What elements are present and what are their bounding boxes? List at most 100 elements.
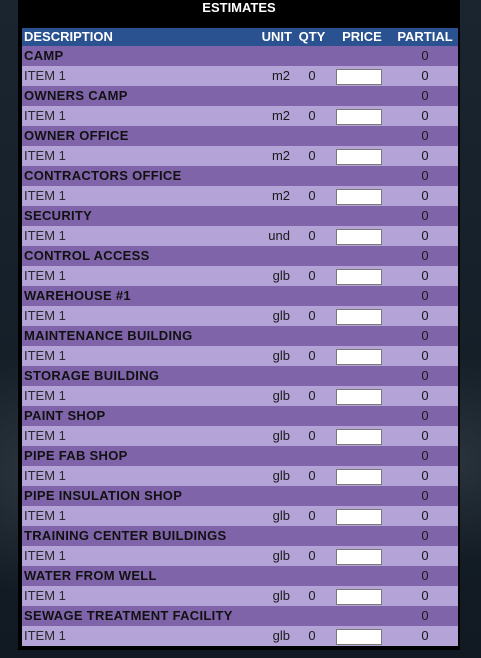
price-input[interactable] [336,428,382,445]
item-row: ITEM 1 m2 0 0 [22,186,458,206]
price-input[interactable] [336,108,382,125]
price-input[interactable] [336,308,382,325]
section-name: WAREHOUSE #1 [24,288,131,303]
item-partial: 0 [421,228,429,243]
item-partial: 0 [421,628,429,643]
item-row: ITEM 1 m2 0 0 [22,146,458,166]
section-name: CONTRACTORS OFFICE [24,168,182,183]
item-partial: 0 [421,388,429,403]
item-partial: 0 [421,148,429,163]
price-input[interactable] [336,508,382,525]
section-name: TRAINING CENTER BUILDINGS [24,528,227,543]
section-partial: 0 [421,128,429,143]
item-price-cell [332,106,392,126]
item-price-cell [332,546,392,566]
item-row: ITEM 1 glb 0 0 [22,426,458,446]
item-row: ITEM 1 glb 0 0 [22,626,458,646]
item-description: ITEM 1 [24,308,66,323]
item-partial: 0 [421,548,429,563]
section-name: SEWAGE TREATMENT FACILITY [24,608,233,623]
header-description: DESCRIPTION [24,29,113,44]
item-qty: 0 [308,308,316,323]
section-partial: 0 [421,48,429,63]
section-name: PIPE FAB SHOP [24,448,128,463]
item-description: ITEM 1 [24,628,66,643]
item-row: ITEM 1 m2 0 0 [22,106,458,126]
item-unit: m2 [271,108,290,123]
item-description: ITEM 1 [24,508,66,523]
item-unit: glb [272,548,290,563]
item-row: ITEM 1 m2 0 0 [22,66,458,86]
item-partial: 0 [421,588,429,603]
section-row: MAINTENANCE BUILDING 0 [22,326,458,346]
table-header-row: DESCRIPTION UNIT QTY PRICE PARTIAL [22,28,458,46]
item-unit: m2 [271,68,290,83]
item-unit: und [268,228,290,243]
item-qty: 0 [308,628,316,643]
price-input[interactable] [336,628,382,645]
item-description: ITEM 1 [24,388,66,403]
item-description: ITEM 1 [24,108,66,123]
item-row: ITEM 1 und 0 0 [22,226,458,246]
section-row: TRAINING CENTER BUILDINGS 0 [22,526,458,546]
item-price-cell [332,306,392,326]
section-partial: 0 [421,328,429,343]
price-input[interactable] [336,268,382,285]
item-unit: glb [272,308,290,323]
section-row: CONTRACTORS OFFICE 0 [22,166,458,186]
section-name: MAINTENANCE BUILDING [24,328,193,343]
item-row: ITEM 1 glb 0 0 [22,546,458,566]
item-qty: 0 [308,148,316,163]
section-row: SEWAGE TREATMENT FACILITY 0 [22,606,458,626]
item-price-cell [332,426,392,446]
item-unit: glb [272,268,290,283]
item-unit: glb [272,588,290,603]
price-input[interactable] [336,588,382,605]
item-partial: 0 [421,348,429,363]
price-input[interactable] [336,468,382,485]
price-input[interactable] [336,68,382,85]
section-partial: 0 [421,608,429,623]
table-body: CAMP 0 ITEM 1 m2 0 0 OWNERS CAMP 0 ITEM 1 m2 0 0 OWN… [22,46,458,646]
price-input[interactable] [336,388,382,405]
section-name: OWNERS CAMP [24,88,128,103]
item-description: ITEM 1 [24,188,66,203]
estimates-table: DESCRIPTION UNIT QTY PRICE PARTIAL CAMP 0… [22,28,458,646]
item-price-cell [332,66,392,86]
section-name: STORAGE BUILDING [24,368,160,383]
header-unit: UNIT [261,29,292,44]
item-description: ITEM 1 [24,268,66,283]
header-price: PRICE [342,29,382,44]
item-partial: 0 [421,308,429,323]
section-partial: 0 [421,528,429,543]
price-input[interactable] [336,148,382,165]
section-partial: 0 [421,208,429,223]
price-input[interactable] [336,228,382,245]
price-input[interactable] [336,348,382,365]
item-price-cell [332,386,392,406]
item-unit: glb [272,428,290,443]
section-row: WATER FROM WELL 0 [22,566,458,586]
section-row: OWNER OFFICE 0 [22,126,458,146]
item-qty: 0 [308,588,316,603]
section-partial: 0 [421,88,429,103]
section-row: WAREHOUSE #1 0 [22,286,458,306]
item-row: ITEM 1 glb 0 0 [22,506,458,526]
item-price-cell [332,226,392,246]
price-input[interactable] [336,188,382,205]
section-row: STORAGE BUILDING 0 [22,366,458,386]
item-description: ITEM 1 [24,468,66,483]
item-description: ITEM 1 [24,148,66,163]
item-partial: 0 [421,428,429,443]
section-partial: 0 [421,168,429,183]
item-qty: 0 [308,348,316,363]
item-unit: glb [272,628,290,643]
item-unit: glb [272,508,290,523]
item-partial: 0 [421,508,429,523]
item-description: ITEM 1 [24,68,66,83]
item-partial: 0 [421,468,429,483]
section-row: OWNERS CAMP 0 [22,86,458,106]
price-input[interactable] [336,548,382,565]
page-title: ESTIMATES [202,0,276,15]
item-description: ITEM 1 [24,588,66,603]
